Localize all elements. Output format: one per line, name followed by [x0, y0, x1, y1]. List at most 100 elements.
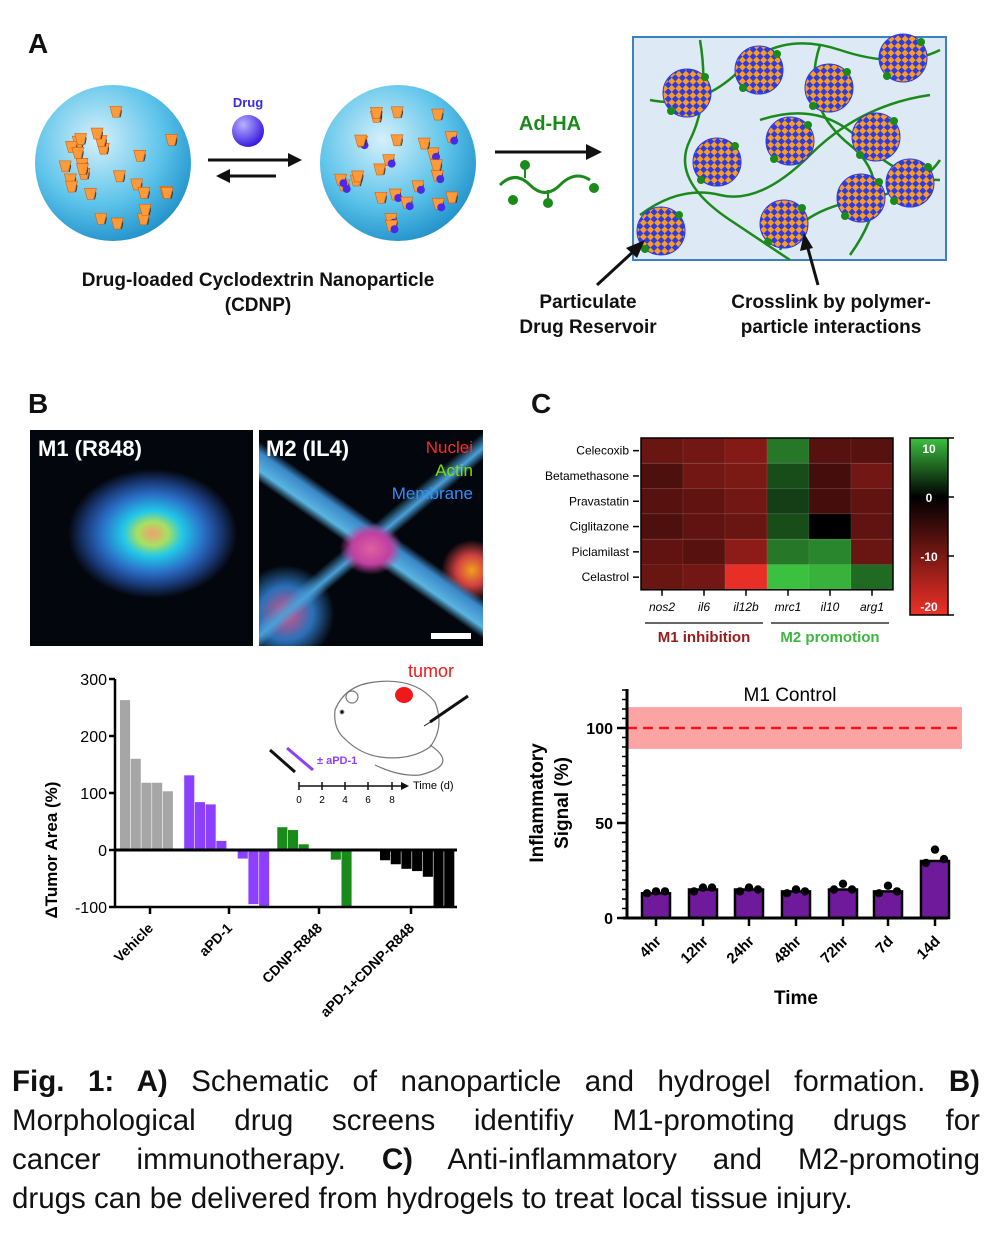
crosslink-label-line1: Crosslink by polymer- — [731, 292, 931, 313]
crosslink-label-line2: particle interactions — [740, 317, 922, 338]
caption-text: cancer immunotherapy. — [12, 1143, 382, 1176]
cyclodextrin-icon — [160, 187, 174, 199]
timeline-tick-label: 2 — [319, 795, 325, 806]
drug-particle-icon — [692, 137, 742, 187]
timeline-tick-label: 0 — [296, 795, 302, 806]
heatmap-cell — [640, 437, 684, 464]
y-axis-label-line2: Signal (%) — [552, 757, 573, 849]
cyclodextrin-icon — [58, 160, 72, 173]
data-point — [838, 879, 848, 888]
heatmap-cell — [808, 437, 852, 464]
y-tick-label: 200 — [80, 729, 107, 746]
data-point — [800, 887, 810, 896]
data-point — [642, 889, 652, 898]
data-point — [939, 854, 949, 864]
data-point — [883, 881, 893, 890]
waterfall-bar — [422, 850, 433, 877]
waterfall-bar — [433, 850, 444, 907]
waterfall-y-label: ΔTumor Area (%) — [42, 782, 61, 919]
caption-bold: B) — [948, 1065, 980, 1098]
caption-text: Anti-inflammatory and M2-promoting — [412, 1143, 980, 1176]
cyclodextrin-icon — [165, 134, 178, 146]
waterfall-bar — [120, 700, 131, 850]
heatmap-cell — [808, 488, 852, 515]
heatmap-col-label: mrc1 — [775, 600, 802, 614]
drug-molecule-icon — [387, 159, 396, 168]
waterfall-bar — [216, 840, 227, 850]
drug-molecule-icon — [432, 152, 441, 161]
cdnp-label-line2: (CDNP) — [224, 295, 292, 316]
bar — [827, 888, 859, 920]
data-point — [921, 858, 931, 868]
syringe-icon — [423, 694, 469, 727]
nanoparticle-loaded — [320, 85, 476, 241]
waterfall-bar — [287, 830, 299, 850]
heatmap-row-label: Celecoxib — [576, 444, 629, 458]
heatmap-col-label: il10 — [821, 600, 840, 614]
heatmap-cell — [766, 462, 810, 490]
waterfall-bar — [390, 850, 401, 865]
heatmap-cell — [724, 437, 768, 464]
waterfall-bar — [380, 850, 391, 861]
y-tick-label: -100 — [75, 900, 107, 917]
heatmap-cell — [682, 462, 726, 490]
heatmap-cell — [724, 564, 768, 591]
waterfall-bar — [237, 850, 248, 859]
waterfall-bar — [412, 850, 423, 872]
cyclodextrin-icon — [431, 108, 445, 121]
y-tick-label: 50 — [595, 816, 613, 833]
heatmap-row-label: Betamethasone — [545, 469, 629, 483]
heatmap-cell — [640, 462, 684, 490]
micrograph-m2: M2 (IL4) Nuclei Actin Membrane — [259, 430, 483, 646]
nanoparticle-empty — [35, 85, 191, 241]
data-point — [847, 885, 857, 894]
caption-line: Morphological drug screens identifiy M1-… — [12, 1101, 980, 1140]
heatmap-col-label: il6 — [698, 600, 710, 614]
cyclodextrin-icon — [429, 159, 443, 171]
heatmap-row-label: Piclamilast — [572, 545, 630, 559]
waterfall-bar — [130, 758, 141, 850]
waterfall-bar — [248, 850, 259, 905]
heatmap-cell — [850, 488, 894, 515]
heatmap-cell — [724, 462, 768, 490]
timeline-tick-label: 8 — [389, 795, 395, 806]
drug-molecule-icon — [416, 185, 425, 194]
waterfall-bar — [259, 850, 270, 907]
drug-particle-icon — [765, 116, 815, 166]
cyclodextrin-icon — [445, 191, 459, 204]
data-point — [651, 887, 661, 896]
caption-text: Morphological drug screens identifiy M1-… — [12, 1104, 980, 1137]
adha-label: Ad-HA — [518, 113, 582, 135]
cyclodextrin-icon — [390, 134, 404, 147]
bar — [919, 859, 951, 920]
heatmap-cell — [682, 564, 726, 591]
channel-membrane-label: Membrane — [391, 484, 473, 503]
y-tick-label: 100 — [80, 786, 107, 803]
data-point — [660, 887, 670, 896]
data-point — [735, 887, 745, 896]
cyclodextrin-icon — [74, 133, 88, 145]
data-point — [874, 889, 884, 898]
colorbar — [909, 437, 949, 616]
x-tick-label: 7d — [872, 933, 896, 957]
bar-chart: 4hr 12hr 24hr 48hr 72hr 7d 14d 0 50 100 M1 Control… — [527, 685, 962, 1009]
tumor-label: tumor — [408, 661, 454, 681]
data-point — [782, 889, 792, 898]
drug-particle-icon — [878, 33, 928, 83]
hydrogel-network — [632, 33, 947, 262]
tumor-marker-icon — [395, 687, 413, 703]
waterfall-bar — [141, 782, 152, 850]
cyclodextrin-icon — [137, 187, 151, 199]
cyclodextrin-icon — [109, 106, 123, 118]
cyclodextrin-icon — [370, 107, 383, 119]
chart-title: M1 Control — [744, 685, 837, 706]
cyclodextrin-icon — [133, 150, 147, 162]
cyclodextrin-icon — [417, 137, 431, 150]
data-point — [753, 885, 763, 894]
drug-particle-icon — [885, 158, 935, 208]
colorbar-tick-label: -20 — [920, 600, 938, 614]
caption-line: drugs can be delivered from hydrogels to… — [12, 1179, 980, 1218]
heatmap-cell — [682, 513, 726, 540]
